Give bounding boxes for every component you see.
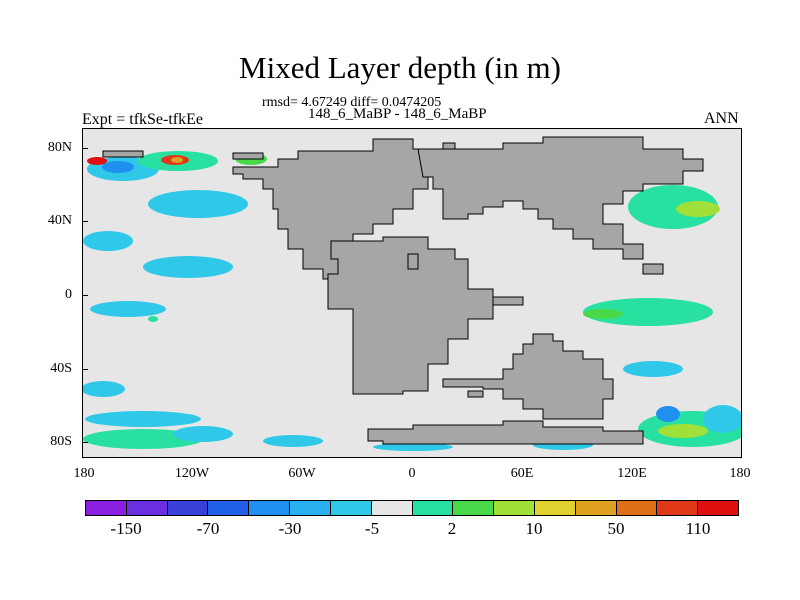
lon-label-60w: 60W [288,466,316,481]
colorbar-label: -150 [110,519,142,538]
colorbar-swatch [86,501,127,515]
axis-tick [82,295,88,296]
colorbar-label: 2 [447,519,457,538]
colorbar-swatch [249,501,291,515]
axis-tick [82,148,88,149]
colorbar-swatch [330,501,372,515]
lat-label-80s: 80S [50,434,72,449]
lat-label-eq: 0 [65,287,72,302]
axis-tick [82,221,88,222]
axis-tick [82,442,88,443]
lon-label-60e: 60E [510,466,534,481]
lon-label-180e: 180 [729,466,751,481]
rmsd-diff-line: rmsd= 4.67249 diff= 0.0474205 [262,95,442,110]
map-panel [82,128,742,458]
colorbar-swatch [657,501,699,515]
lon-label-120w: 120W [174,466,210,481]
colorbar-label: 110 [685,519,711,538]
lat-label-40n: 40N [47,213,72,228]
colorbar-label: -70 [196,519,220,538]
colorbar-swatch [208,501,250,515]
experiment-label: Expt = tfkSe-tfkEe [82,111,203,128]
case-names-line: 148_6_MaBP - 148_6_MaBP [308,106,487,122]
lat-label-40s: 40S [50,361,72,376]
land-masses [102,136,704,445]
colorbar-swatch [698,501,738,515]
season-label: ANN [704,110,739,127]
lon-label-0: 0 [408,466,416,481]
colorbar-label: -30 [278,519,302,538]
colorbar-label: 50 [607,519,625,538]
colorbar-swatch [453,501,495,515]
colorbar-swatch [616,501,658,515]
colorbar-label: 10 [525,519,543,538]
lon-label-120e: 120E [617,466,647,481]
plot-title: Mixed Layer depth (in m) [239,50,561,85]
colorbar-label: -5 [364,519,380,538]
colorbar-swatch [534,501,576,515]
colorbar-swatch [371,501,413,515]
map-drawing [83,136,741,451]
colorbar-swatch [167,501,209,515]
colorbar-swatch [126,501,168,515]
colorbar [85,500,739,516]
lon-label-180w: 180 [73,466,95,481]
lat-label-80n: 80N [47,140,72,155]
colorbar-swatch [412,501,454,515]
colorbar-swatch [494,501,535,515]
colorbar-swatch [575,501,617,515]
colorbar-swatch [290,501,331,515]
axis-tick [82,369,88,370]
